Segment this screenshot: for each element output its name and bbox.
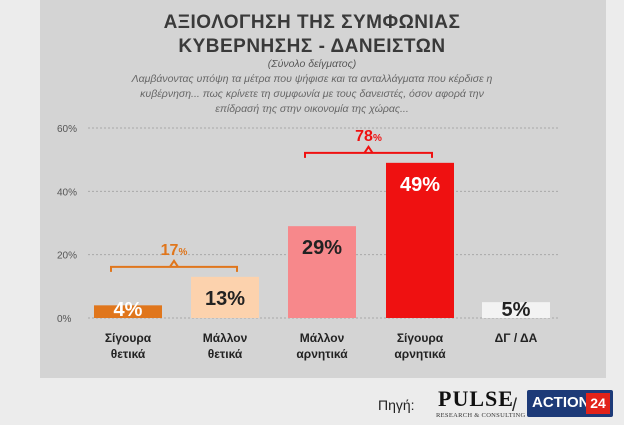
bar-chart: 0% 20% 40% 60% 4% 13% 29% 49% 5% Σίγουρα θετικά Μάλ… (57, 124, 560, 361)
category-label: Μάλλον (300, 331, 345, 345)
bar (191, 276, 259, 318)
category-label: ΔΓ / ΔΑ (495, 331, 538, 345)
pulse-logo-tagline: RESEARCH & CONSULTING (436, 412, 526, 419)
chart-subtitle: (Σύνολο δείγματος) (267, 58, 357, 70)
bar (482, 302, 550, 318)
category-label: Σίγουρα (397, 331, 444, 345)
group-total-label: 17% (161, 242, 188, 259)
group-total-suffix: % (373, 133, 382, 144)
source-label: Πηγή: (378, 397, 415, 413)
bar-value-label: 29% (302, 237, 342, 259)
action24-logo: ACTION 24 (527, 390, 613, 417)
action24-logo-number: 24 (586, 393, 610, 414)
survey-question: Λαμβάνοντας υπόψη τα μέτρα που ψήφισε κα… (100, 72, 524, 117)
category-label: Σίγουρα (105, 331, 152, 345)
group-bracket (304, 151, 433, 158)
chart-title-line2: ΚΥΒΕΡΝΗΣΗΣ - ΔΑΝΕΙΣΤΩΝ (178, 36, 446, 57)
pulse-logo: PULSE RESEARCH & CONSULTING (432, 386, 525, 422)
group-bracket (110, 265, 238, 272)
survey-question-line: επίδρασή της στην οικονομία της χώρας... (215, 103, 409, 115)
category-label: Μάλλον (203, 331, 248, 345)
bar (94, 305, 162, 318)
bar-value-label: 5% (502, 299, 531, 321)
category-label: αρνητικά (296, 347, 348, 361)
bar (288, 226, 356, 318)
category-label: αρνητικά (394, 347, 446, 361)
group-total-suffix: % (178, 247, 187, 258)
action24-logo-word: ACTION (532, 394, 590, 411)
pulse-logo-text: PULSE (438, 386, 514, 411)
y-tick-label: 40% (57, 187, 77, 198)
category-label: θετικά (208, 347, 243, 361)
y-tick-label: 20% (57, 251, 77, 262)
y-tick-label: 0% (57, 314, 72, 325)
chart-title-line1: ΑΞΙΟΛΟΓΗΣΗ ΤΗΣ ΣΥΜΦΩΝΙΑΣ (163, 12, 461, 33)
logo-separator: / (512, 395, 518, 415)
bar-value-label: 49% (400, 174, 440, 196)
bar (386, 162, 454, 318)
group-total-label: 78% (355, 128, 382, 145)
group-bracket-tip (363, 145, 374, 154)
bar-value-label: 13% (205, 288, 245, 310)
survey-question-line: Λαμβάνοντας υπόψη τα μέτρα που ψήφισε κα… (131, 73, 493, 85)
category-label: θετικά (111, 347, 146, 361)
group-bracket-tip (169, 259, 179, 268)
y-tick-label: 60% (57, 124, 77, 135)
bar-value-label: 4% (114, 299, 143, 321)
survey-question-line: κυβέρνηση... πως κρίνετε τη συμφωνία με … (140, 88, 484, 100)
